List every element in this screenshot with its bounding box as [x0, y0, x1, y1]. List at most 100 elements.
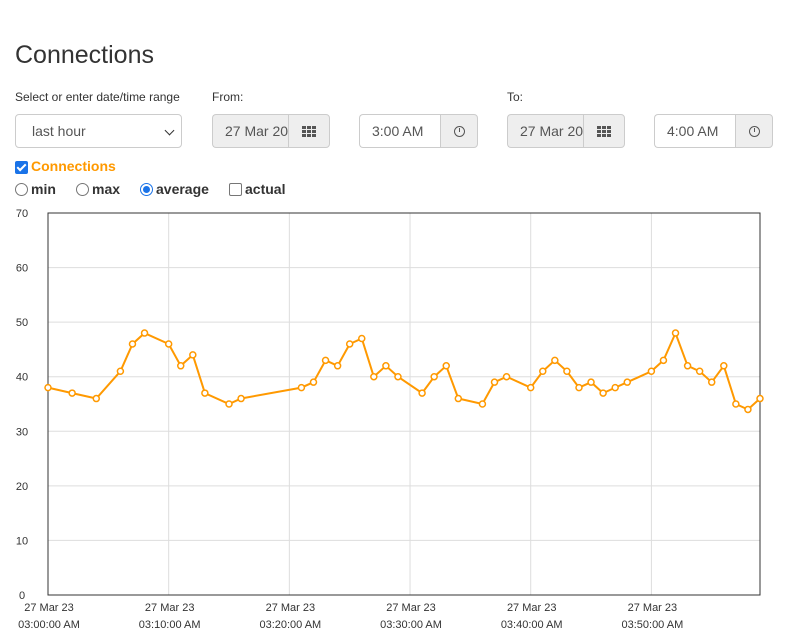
data-point [707, 378, 716, 386]
data-point [526, 383, 535, 392]
data-point [225, 400, 233, 408]
y-tick-label: 30 [16, 426, 28, 438]
data-point [478, 400, 487, 408]
data-point [176, 362, 185, 370]
from-date-group: 27 Mar 2023 [212, 114, 330, 148]
data-point [720, 362, 728, 370]
data-point [309, 378, 318, 386]
data-point [370, 372, 378, 381]
x-tick-time: 03:50:00 AM [621, 619, 683, 631]
data-point [345, 340, 354, 348]
plot-frame [47, 212, 761, 596]
to-date-button[interactable] [583, 114, 625, 148]
data-point [140, 329, 149, 337]
data-point [551, 356, 559, 365]
x-tick-date: 27 Mar 23 [386, 602, 436, 614]
data-point [116, 367, 125, 376]
data-point [418, 389, 426, 397]
data-point [189, 351, 197, 359]
range-select-value: last hour [32, 123, 86, 139]
clock-icon [748, 125, 760, 137]
data-point [587, 378, 595, 386]
mode-max[interactable]: max [76, 181, 120, 197]
x-tick-date: 27 Mar 23 [266, 602, 316, 614]
x-tick-time: 03:00:00 AM [18, 619, 80, 631]
data-point [454, 394, 463, 403]
data-point [695, 367, 704, 376]
series-checkbox[interactable] [15, 160, 28, 174]
y-tick-label: 50 [16, 317, 28, 329]
data-point [756, 394, 764, 403]
chevron-down-icon [164, 125, 175, 136]
mode-max-label: max [92, 181, 121, 197]
calendar-grid-icon [597, 125, 611, 137]
data-point [647, 367, 656, 376]
data-point [599, 389, 607, 397]
data-point [201, 389, 209, 397]
mode-average-radio[interactable] [140, 182, 153, 196]
to-date-group: 27 Mar 2023 [507, 114, 625, 148]
data-point [92, 394, 101, 403]
calendar-grid-icon [302, 125, 316, 137]
data-point [333, 362, 342, 370]
y-tick-label: 40 [16, 372, 28, 384]
mode-average[interactable]: average [140, 181, 209, 197]
data-point [490, 378, 499, 386]
data-point [394, 372, 402, 381]
x-tick-date: 27 Mar 23 [24, 602, 74, 614]
data-point [382, 362, 390, 370]
data-point [563, 367, 571, 376]
to-date-input[interactable]: 27 Mar 2023 [507, 114, 583, 148]
page-title: Connections [15, 41, 154, 69]
mode-min-label: min [31, 181, 56, 197]
data-point [442, 362, 450, 370]
data-point [297, 383, 306, 392]
from-label: From: [212, 90, 244, 104]
y-tick-label: 60 [16, 263, 28, 275]
data-point [237, 394, 245, 403]
y-tick-label: 20 [16, 481, 28, 493]
mode-max-radio[interactable] [76, 182, 89, 196]
data-point [321, 356, 330, 365]
from-date-input[interactable]: 27 Mar 2023 [212, 114, 288, 148]
data-point [128, 340, 137, 348]
to-time-input[interactable]: 4:00 AM [654, 114, 735, 148]
data-point [575, 383, 583, 392]
x-tick-date: 27 Mar 23 [145, 602, 195, 614]
to-time-group: 4:00 AM [654, 114, 773, 148]
x-tick-time: 03:20:00 AM [259, 619, 321, 631]
x-tick-date: 27 Mar 23 [628, 602, 678, 614]
data-point [744, 405, 752, 414]
connections-chart: 0 10 20 30 40 50 60 70 27 Mar 23 03:00:00 AM 27 Ma… [16, 208, 764, 631]
data-point [732, 400, 740, 408]
mode-actual-label: actual [245, 181, 286, 197]
mode-min-radio[interactable] [15, 182, 28, 196]
data-point [164, 340, 173, 348]
series-toggle[interactable]: Connections [15, 158, 116, 174]
data-point [539, 367, 547, 376]
x-tick-date: 27 Mar 23 [507, 602, 557, 614]
series-toggle-label: Connections [31, 158, 116, 174]
y-tick-label: 70 [16, 208, 28, 220]
x-tick-time: 03:40:00 AM [501, 619, 563, 631]
range-select[interactable]: last hour [15, 114, 182, 148]
x-tick-time: 03:30:00 AM [380, 619, 442, 631]
clock-icon [453, 125, 465, 137]
from-time-group: 3:00 AM [359, 114, 478, 148]
data-point [671, 329, 680, 337]
mode-min[interactable]: min [15, 181, 56, 197]
y-tick-label: 10 [16, 535, 28, 547]
y-tick-label: 0 [19, 590, 25, 602]
data-point [659, 356, 668, 365]
data-point [430, 372, 438, 381]
from-date-button[interactable] [288, 114, 330, 148]
data-point [502, 372, 511, 381]
to-time-button[interactable] [735, 114, 773, 148]
data-point [68, 389, 76, 397]
data-point [358, 334, 366, 343]
from-time-button[interactable] [440, 114, 478, 148]
from-time-input[interactable]: 3:00 AM [359, 114, 440, 148]
mode-actual-checkbox[interactable] [229, 182, 242, 196]
mode-actual[interactable]: actual [229, 181, 285, 197]
range-label: Select or enter date/time range [15, 90, 180, 104]
